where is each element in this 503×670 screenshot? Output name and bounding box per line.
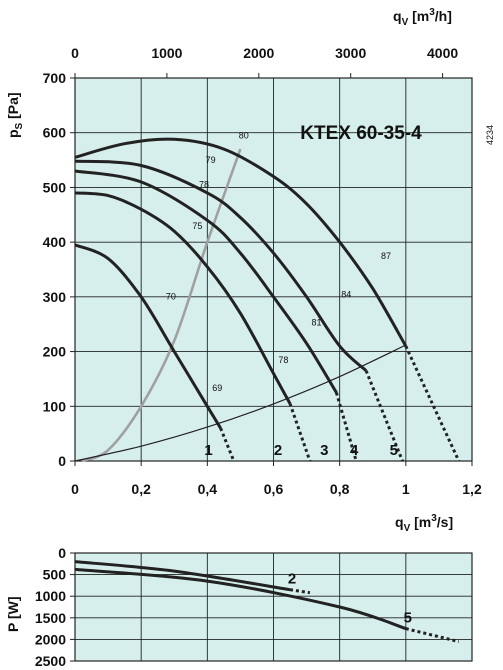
curve-annotation: 81: [312, 317, 322, 327]
x-tick-label: 0: [71, 481, 79, 497]
power-y-tick-label: 2500: [35, 653, 66, 669]
fan-curve-4: [74, 159, 368, 372]
curve-number-2: 2: [274, 442, 282, 459]
x2-tick-label: 1000: [151, 45, 182, 61]
y-tick-label: 300: [43, 289, 67, 305]
y-tick-label: 600: [43, 125, 67, 141]
y-tick-label: 0: [58, 453, 66, 469]
power-y-tick-label: 2000: [35, 631, 66, 647]
x2-tick-label: 4000: [427, 45, 458, 61]
curve-annotation: 80: [239, 131, 249, 141]
curve-number-5: 5: [390, 442, 398, 459]
curve-number-3: 3: [320, 442, 328, 459]
curve-annotation: 70: [166, 292, 176, 302]
y-axis-label: pS [Pa]: [5, 92, 25, 138]
x-tick-label: 0,4: [198, 481, 218, 497]
y-tick-label: 500: [43, 179, 67, 195]
fan-curve-3: [74, 169, 338, 394]
x2-axis-label: qV [m3/h]: [393, 7, 452, 28]
power-y-tick-label: 1500: [35, 610, 66, 626]
power-curve-number-5: 5: [404, 610, 412, 627]
power-y-tick-label: 500: [43, 567, 67, 583]
power-curve-2: [74, 560, 291, 592]
curve-annotation: 69: [212, 383, 222, 393]
power-y-tick-label: 0: [58, 545, 66, 561]
curve-annotation: 75: [192, 221, 202, 231]
power-y-tick-label: 1000: [35, 588, 66, 604]
x2-tick-label: 2000: [243, 45, 274, 61]
power-y-axis-label: P [W]: [5, 596, 21, 632]
curve-annotation: 78: [199, 179, 209, 189]
figure-id: 4234: [485, 125, 495, 145]
y-tick-label: 700: [43, 70, 67, 86]
y-tick-label: 400: [43, 234, 67, 250]
fan-curve-2: [74, 191, 292, 405]
x2-tick-label: 0: [71, 45, 79, 61]
chart-title: KTEX 60-35-4: [300, 123, 422, 144]
x-tick-label: 0,8: [330, 481, 350, 497]
x2-tick-label: 3000: [335, 45, 366, 61]
pressure-chart: 0 0,2 0,4 0,6 0,8 1 1,201002003004005006007000…: [5, 7, 495, 534]
curve-annotation: 84: [341, 289, 351, 299]
fan-curve-dashed-4: [364, 370, 404, 462]
power-chart: 0 500 1000 1500 2000 2500 P [W] 2 5: [5, 545, 473, 669]
system-curve: [74, 344, 407, 462]
x-tick-label: 1,2: [462, 481, 482, 497]
fan-curve-1: [74, 243, 222, 429]
fan-curve-dashed-2: [288, 403, 312, 462]
x-axis-label: qV [m3/s]: [395, 513, 453, 534]
curve-number-1: 1: [204, 442, 212, 459]
y-tick-label: 100: [43, 398, 67, 414]
curve-annotation: 87: [381, 251, 391, 261]
curve-annotation: 79: [206, 155, 216, 165]
power-curve-5: [74, 567, 407, 631]
x-tick-label: 1: [402, 481, 410, 497]
x-tick-label: 0,6: [264, 481, 284, 497]
power-curve-number-2: 2: [288, 571, 296, 588]
curve-number-4: 4: [350, 442, 359, 459]
fan-curve-5: [74, 137, 408, 347]
y-tick-label: 200: [43, 344, 67, 360]
curve-annotation: 78: [278, 355, 288, 365]
x-tick-label: 0,2: [131, 481, 151, 497]
